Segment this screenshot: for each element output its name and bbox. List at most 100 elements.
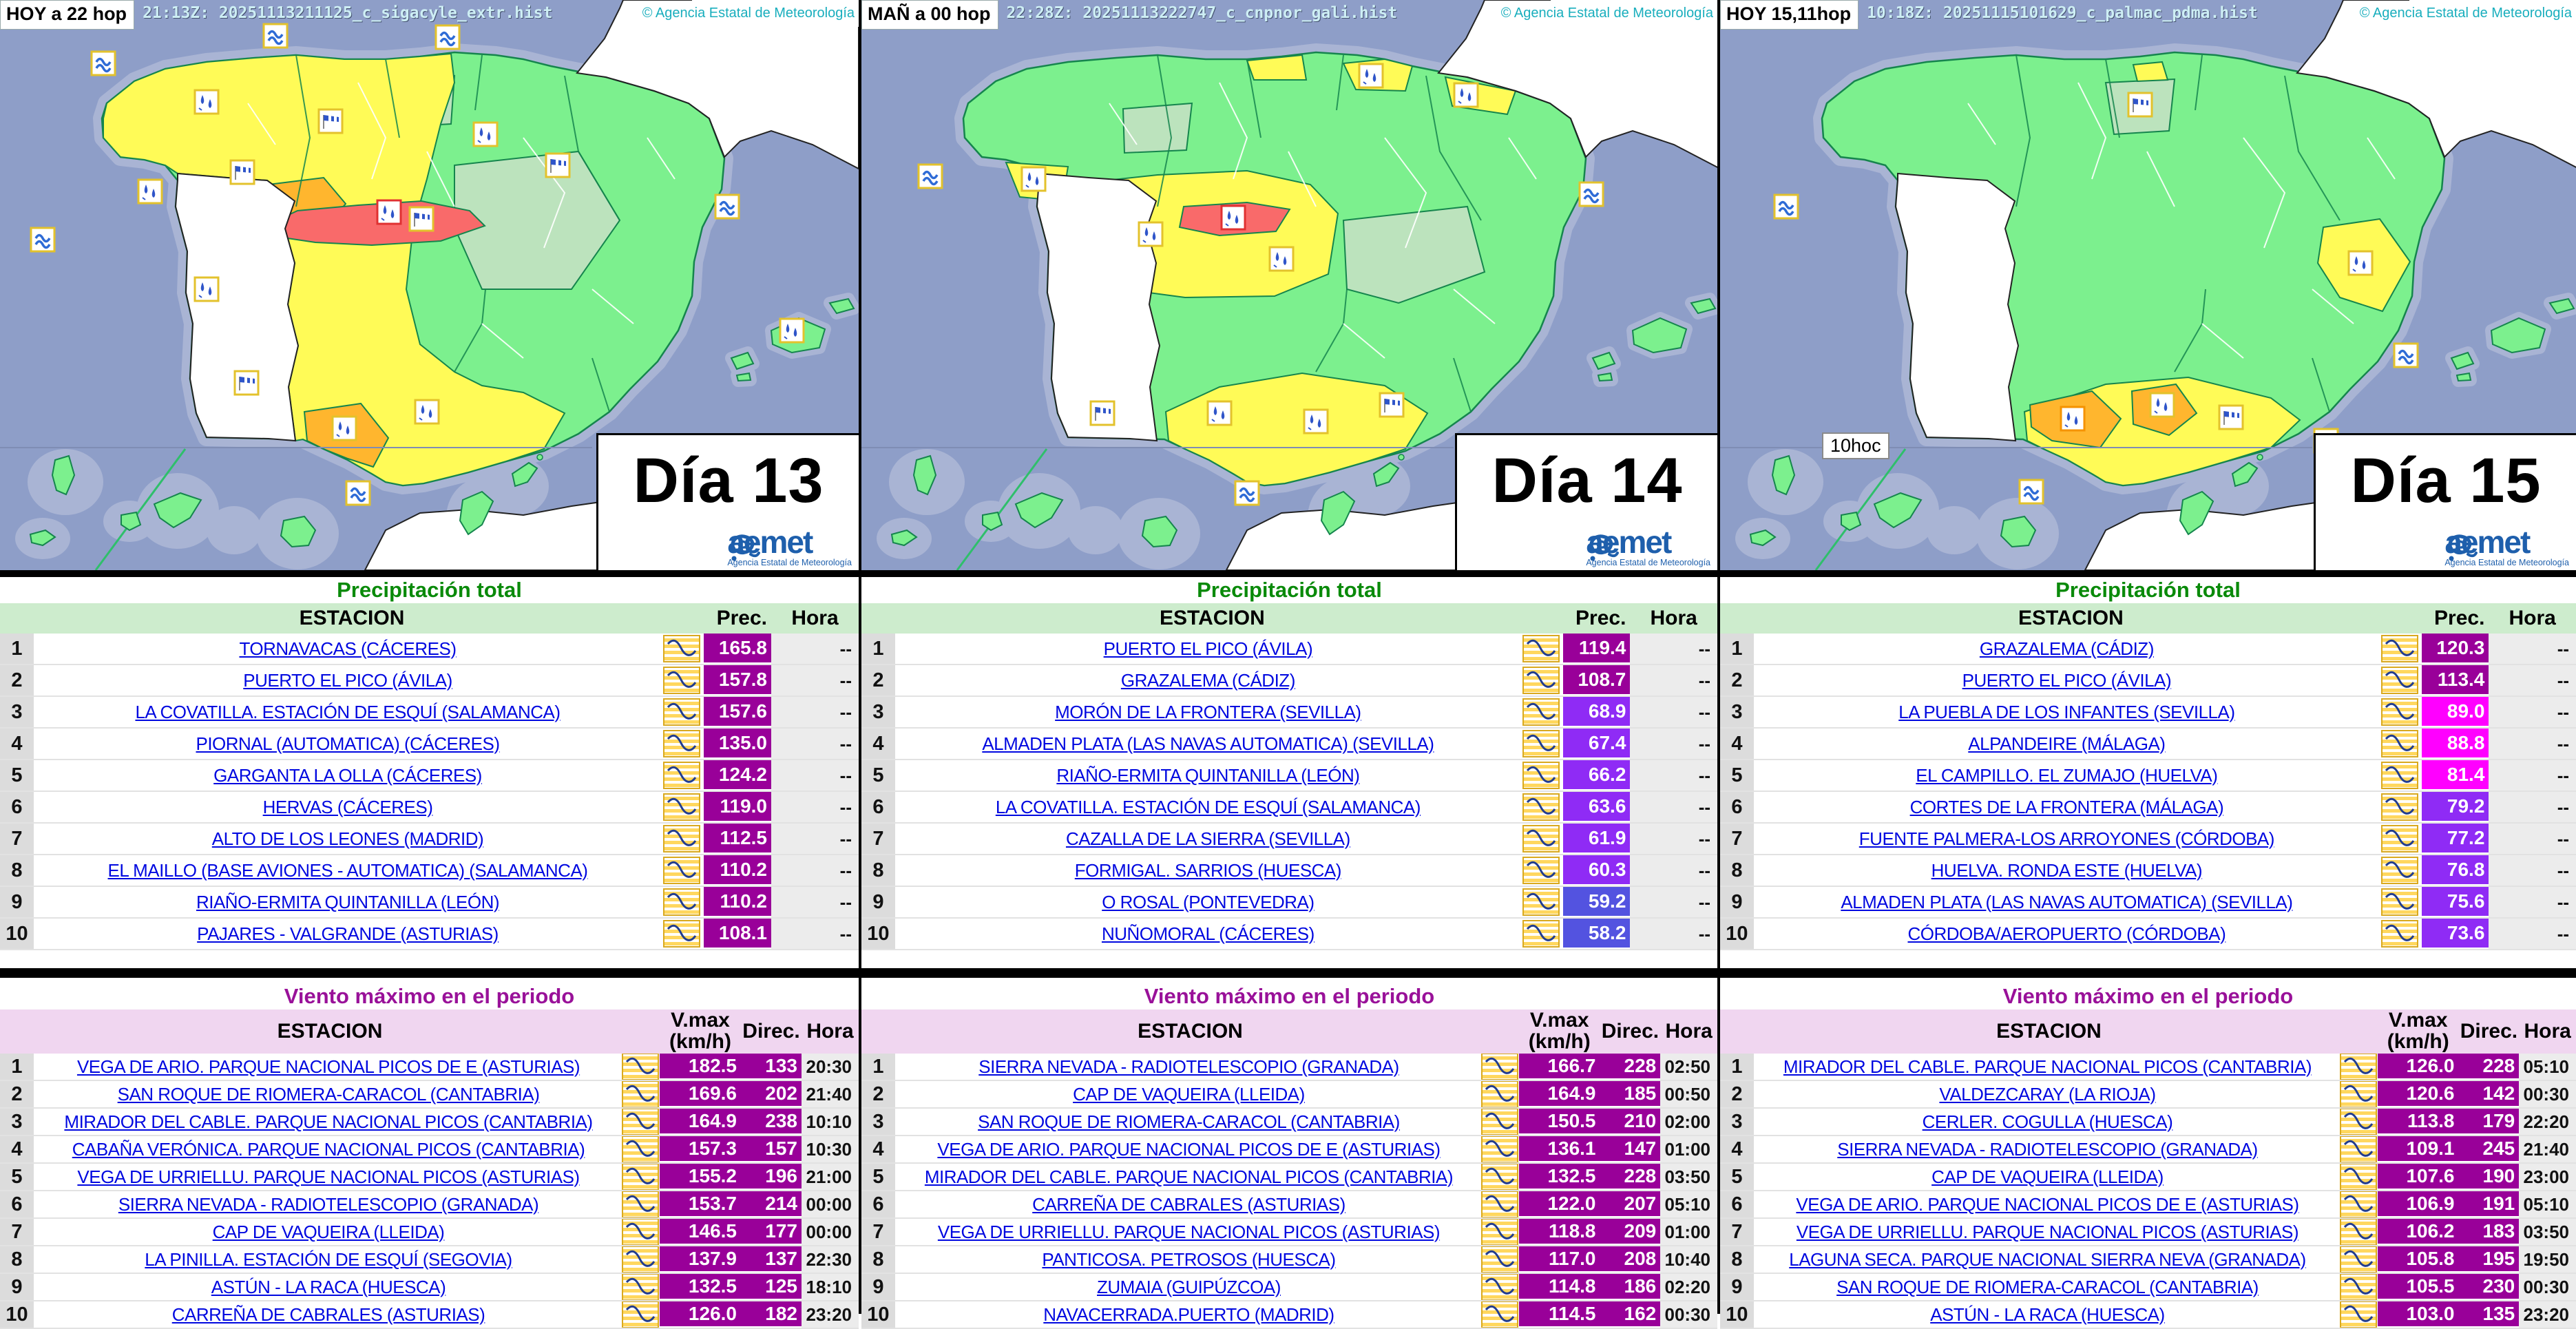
station-history-sparkline-icon[interactable] bbox=[1480, 1054, 1518, 1080]
station-link[interactable]: CAP DE VAQUEIRA (LLEIDA) bbox=[1931, 1166, 2164, 1187]
station-link[interactable]: MORÓN DE LA FRONTERA (SEVILLA) bbox=[1055, 701, 1361, 722]
station-link[interactable]: GRAZALEMA (CÁDIZ) bbox=[1120, 669, 1295, 691]
station-history-sparkline-icon[interactable] bbox=[1480, 1109, 1518, 1135]
station-link[interactable]: RIAÑO-ERMITA QUINTANILLA (LEÓN) bbox=[196, 891, 500, 912]
station-history-sparkline-icon[interactable] bbox=[2380, 857, 2418, 884]
station-link[interactable]: O ROSAL (PONTEVEDRA) bbox=[1102, 891, 1315, 912]
station-history-sparkline-icon[interactable] bbox=[1522, 635, 1560, 662]
station-history-sparkline-icon[interactable] bbox=[2339, 1301, 2377, 1328]
station-history-sparkline-icon[interactable] bbox=[622, 1219, 659, 1245]
station-link[interactable]: PANTICOSA. PETROSOS (HUESCA) bbox=[1042, 1248, 1336, 1270]
station-link[interactable]: SIERRA NEVADA - RADIOTELESCOPIO (GRANADA… bbox=[118, 1193, 539, 1215]
station-history-sparkline-icon[interactable] bbox=[663, 825, 700, 852]
station-link[interactable]: CARREÑA DE CABRALES (ASTURIAS) bbox=[1032, 1193, 1345, 1215]
station-history-sparkline-icon[interactable] bbox=[1480, 1164, 1518, 1190]
station-history-sparkline-icon[interactable] bbox=[1480, 1191, 1518, 1217]
station-history-sparkline-icon[interactable] bbox=[1522, 762, 1560, 789]
station-history-sparkline-icon[interactable] bbox=[2339, 1136, 2377, 1162]
station-history-sparkline-icon[interactable] bbox=[663, 793, 700, 821]
station-link[interactable]: CAP DE VAQUEIRA (LLEIDA) bbox=[1073, 1083, 1305, 1105]
station-link[interactable]: CERLER. COGULLA (HUESCA) bbox=[1922, 1111, 2173, 1132]
station-history-sparkline-icon[interactable] bbox=[2339, 1054, 2377, 1080]
station-history-sparkline-icon[interactable] bbox=[1522, 698, 1560, 726]
station-link[interactable]: NAVACERRADA.PUERTO (MADRID) bbox=[1043, 1304, 1334, 1325]
station-link[interactable]: EL CAMPILLO. EL ZUMAJO (HUELVA) bbox=[1916, 764, 2218, 786]
station-history-sparkline-icon[interactable] bbox=[2380, 667, 2418, 694]
station-link[interactable]: SAN ROQUE DE RIOMERA-CARACOL (CANTABRIA) bbox=[117, 1083, 540, 1105]
station-history-sparkline-icon[interactable] bbox=[622, 1136, 659, 1162]
station-link[interactable]: VEGA DE ARIO. PARQUE NACIONAL PICOS DE E… bbox=[76, 1056, 580, 1077]
station-link[interactable]: PAJARES - VALGRANDE (ASTURIAS) bbox=[197, 923, 499, 944]
station-link[interactable]: ZUMAIA (GUIPÚZCOA) bbox=[1097, 1276, 1281, 1297]
station-history-sparkline-icon[interactable] bbox=[663, 635, 700, 662]
station-link[interactable]: CAP DE VAQUEIRA (LLEIDA) bbox=[212, 1221, 445, 1242]
station-history-sparkline-icon[interactable] bbox=[1522, 825, 1560, 852]
station-link[interactable]: GARGANTA LA OLLA (CÁCERES) bbox=[213, 764, 482, 786]
station-history-sparkline-icon[interactable] bbox=[2380, 920, 2418, 948]
station-link[interactable]: MIRADOR DEL CABLE. PARQUE NACIONAL PICOS… bbox=[924, 1166, 1454, 1187]
station-history-sparkline-icon[interactable] bbox=[1522, 793, 1560, 821]
station-history-sparkline-icon[interactable] bbox=[1522, 920, 1560, 948]
station-link[interactable]: VEGA DE ARIO. PARQUE NACIONAL PICOS DE E… bbox=[937, 1138, 1441, 1160]
station-history-sparkline-icon[interactable] bbox=[1522, 857, 1560, 884]
station-history-sparkline-icon[interactable] bbox=[1480, 1136, 1518, 1162]
station-link[interactable]: VEGA DE URRIELLU. PARQUE NACIONAL PICOS … bbox=[937, 1221, 1441, 1242]
station-link[interactable]: SIERRA NEVADA - RADIOTELESCOPIO (GRANADA… bbox=[1837, 1138, 2258, 1160]
station-link[interactable]: SAN ROQUE DE RIOMERA-CARACOL (CANTABRIA) bbox=[1836, 1276, 2259, 1297]
station-link[interactable]: ALTO DE LOS LEONES (MADRID) bbox=[211, 828, 484, 849]
station-history-sparkline-icon[interactable] bbox=[2339, 1109, 2377, 1135]
station-history-sparkline-icon[interactable] bbox=[622, 1054, 659, 1080]
station-history-sparkline-icon[interactable] bbox=[663, 667, 700, 694]
station-link[interactable]: VEGA DE URRIELLU. PARQUE NACIONAL PICOS … bbox=[1796, 1221, 2299, 1242]
station-link[interactable]: TORNAVACAS (CÁCERES) bbox=[239, 638, 457, 659]
station-history-sparkline-icon[interactable] bbox=[1480, 1246, 1518, 1273]
station-link[interactable]: LAGUNA SECA. PARQUE NACIONAL SIERRA NEVA… bbox=[1789, 1248, 2306, 1270]
station-link[interactable]: SIERRA NEVADA - RADIOTELESCOPIO (GRANADA… bbox=[978, 1056, 1399, 1077]
station-history-sparkline-icon[interactable] bbox=[622, 1081, 659, 1107]
station-link[interactable]: ASTÚN - LA RACA (HUESCA) bbox=[1930, 1304, 2165, 1325]
station-history-sparkline-icon[interactable] bbox=[1480, 1274, 1518, 1300]
station-history-sparkline-icon[interactable] bbox=[2380, 793, 2418, 821]
station-history-sparkline-icon[interactable] bbox=[2339, 1219, 2377, 1245]
station-link[interactable]: VEGA DE ARIO. PARQUE NACIONAL PICOS DE E… bbox=[1796, 1193, 2299, 1215]
station-link[interactable]: SAN ROQUE DE RIOMERA-CARACOL (CANTABRIA) bbox=[978, 1111, 1400, 1132]
station-link[interactable]: PUERTO EL PICO (ÁVILA) bbox=[243, 669, 452, 691]
station-link[interactable]: EL MAILLO (BASE AVIONES - AUTOMATICA) (S… bbox=[107, 859, 588, 881]
station-link[interactable]: LA COVATILLA. ESTACIÓN DE ESQUÍ (SALAMAN… bbox=[135, 701, 561, 722]
station-link[interactable]: NUÑOMORAL (CÁCERES) bbox=[1101, 923, 1315, 944]
station-link[interactable]: VALDEZCARAY (LA RIOJA) bbox=[1939, 1083, 2156, 1105]
station-link[interactable]: CAZALLA DE LA SIERRA (SEVILLA) bbox=[1065, 828, 1350, 849]
station-link[interactable]: ALMADEN PLATA (LAS NAVAS AUTOMATICA) (SE… bbox=[982, 733, 1434, 754]
station-history-sparkline-icon[interactable] bbox=[1480, 1219, 1518, 1245]
station-history-sparkline-icon[interactable] bbox=[2380, 698, 2418, 726]
station-history-sparkline-icon[interactable] bbox=[1522, 730, 1560, 757]
station-link[interactable]: RIAÑO-ERMITA QUINTANILLA (LEÓN) bbox=[1056, 764, 1360, 786]
station-history-sparkline-icon[interactable] bbox=[1522, 888, 1560, 916]
station-link[interactable]: FORMIGAL. SARRIOS (HUESCA) bbox=[1074, 859, 1342, 881]
station-link[interactable]: ALPANDEIRE (MÁLAGA) bbox=[1968, 733, 2166, 754]
station-link[interactable]: LA COVATILLA. ESTACIÓN DE ESQUÍ (SALAMAN… bbox=[995, 796, 1421, 817]
station-history-sparkline-icon[interactable] bbox=[1480, 1081, 1518, 1107]
station-link[interactable]: FUENTE PALMERA-LOS ARROYONES (CÓRDOBA) bbox=[1858, 828, 2275, 849]
station-history-sparkline-icon[interactable] bbox=[2380, 762, 2418, 789]
station-link[interactable]: VEGA DE URRIELLU. PARQUE NACIONAL PICOS … bbox=[77, 1166, 580, 1187]
station-history-sparkline-icon[interactable] bbox=[663, 730, 700, 757]
station-link[interactable]: PUERTO EL PICO (ÁVILA) bbox=[1103, 638, 1313, 659]
station-history-sparkline-icon[interactable] bbox=[622, 1191, 659, 1217]
station-link[interactable]: LA PUEBLA DE LOS INFANTES (SEVILLA) bbox=[1898, 701, 2235, 722]
station-link[interactable]: ALMADEN PLATA (LAS NAVAS AUTOMATICA) (SE… bbox=[1841, 891, 2293, 912]
station-history-sparkline-icon[interactable] bbox=[2339, 1164, 2377, 1190]
station-history-sparkline-icon[interactable] bbox=[622, 1246, 659, 1273]
station-history-sparkline-icon[interactable] bbox=[1522, 667, 1560, 694]
station-history-sparkline-icon[interactable] bbox=[663, 762, 700, 789]
station-history-sparkline-icon[interactable] bbox=[622, 1274, 659, 1300]
station-history-sparkline-icon[interactable] bbox=[2339, 1274, 2377, 1300]
station-history-sparkline-icon[interactable] bbox=[622, 1301, 659, 1328]
station-history-sparkline-icon[interactable] bbox=[663, 920, 700, 948]
station-history-sparkline-icon[interactable] bbox=[2380, 888, 2418, 916]
station-history-sparkline-icon[interactable] bbox=[1480, 1301, 1518, 1328]
station-link[interactable]: LA PINILLA. ESTACIÓN DE ESQUÍ (SEGOVIA) bbox=[145, 1248, 512, 1270]
station-link[interactable]: ASTÚN - LA RACA (HUESCA) bbox=[211, 1276, 446, 1297]
station-history-sparkline-icon[interactable] bbox=[663, 857, 700, 884]
station-link[interactable]: HUELVA. RONDA ESTE (HUELVA) bbox=[1931, 859, 2203, 881]
